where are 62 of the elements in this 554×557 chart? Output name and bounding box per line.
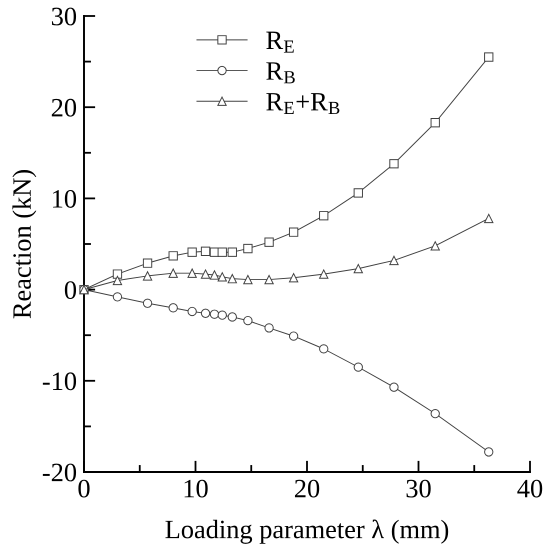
legend-label: R$_{E}$+R$_{B}$ (266, 93, 340, 114)
point (354, 188, 363, 198)
point (354, 264, 363, 274)
point (188, 268, 197, 278)
point (243, 244, 253, 254)
point (264, 274, 274, 284)
point (243, 316, 253, 326)
point (188, 248, 197, 257)
point (264, 238, 274, 247)
point (264, 323, 274, 333)
y-tick-label: -20 (42, 464, 76, 482)
point (168, 268, 178, 278)
point (389, 382, 399, 392)
point (430, 408, 440, 418)
point (218, 272, 227, 282)
y-axis-title: Reaction (kN) (12, 170, 36, 318)
point (218, 310, 227, 320)
point (319, 211, 328, 220)
point (228, 312, 237, 322)
point (188, 306, 197, 316)
legend-label: R$_{B}$ (266, 62, 295, 84)
point (168, 303, 178, 312)
point (243, 274, 253, 284)
y-tick-label: 10 (52, 190, 76, 208)
x-axis-title: Loading parameter λ (mm) (165, 520, 448, 544)
point (389, 256, 399, 266)
point (288, 227, 298, 237)
point (210, 270, 220, 280)
y-tick-label: 20 (52, 98, 76, 117)
point (200, 308, 210, 318)
point (389, 159, 399, 168)
point (200, 269, 210, 279)
point (319, 269, 328, 279)
point (430, 241, 440, 250)
point (112, 276, 122, 286)
x-tick-label: 20 (294, 480, 320, 498)
point (218, 248, 227, 257)
legend-label: R$_{E}$ (266, 32, 294, 53)
point (288, 331, 298, 341)
point (319, 344, 328, 354)
point (288, 273, 298, 282)
point (112, 292, 122, 302)
x-tick-label: 0 (78, 480, 90, 498)
point (142, 271, 152, 281)
point (484, 447, 494, 457)
y-tick-label: -10 (42, 372, 76, 390)
y-tick-label: 30 (52, 8, 76, 26)
point (142, 258, 152, 268)
point (200, 246, 210, 256)
point (484, 52, 494, 62)
point (168, 251, 178, 261)
point (430, 118, 440, 128)
point (228, 274, 237, 284)
point (210, 310, 220, 319)
y-tick-label: 0 (64, 281, 76, 300)
point (228, 248, 237, 257)
x-tick-label: 10 (184, 480, 208, 498)
point (484, 214, 494, 224)
point (354, 362, 363, 372)
x-tick-label: 30 (406, 480, 431, 498)
point (142, 298, 152, 308)
x-tick-label: 40 (517, 480, 542, 498)
